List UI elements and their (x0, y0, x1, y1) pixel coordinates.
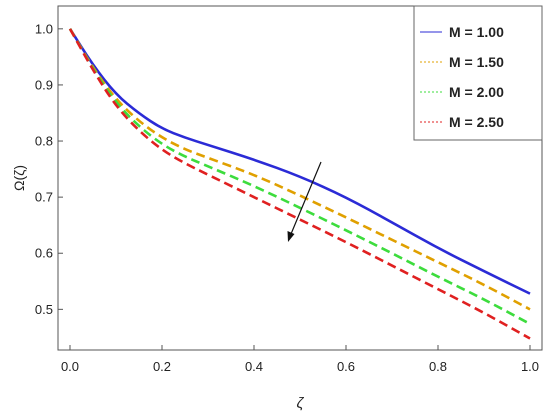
series-layer (68, 28, 531, 340)
plot-frame (57, 5, 543, 351)
legend-box (413, 5, 543, 141)
x-tick-label: 0.0 (61, 359, 79, 374)
series-line-3 (68, 28, 531, 326)
trend-arrow (287, 161, 322, 242)
legend-label-1: M = 1.00 (449, 24, 504, 40)
tick-layer: 0.0 0.2 0.4 0.6 0.8 1.0 0.5 0.6 0.7 0.8 0.9 1.0 (35, 21, 539, 374)
x-tick-label: 0.4 (245, 359, 263, 374)
x-tick-label: 0.2 (153, 359, 171, 374)
legend-label-4: M = 2.50 (449, 114, 504, 130)
x-tick-label: 0.6 (337, 359, 355, 374)
y-axis-label: Ω(ζ) (11, 165, 27, 191)
y-tick-label: 0.7 (35, 190, 53, 205)
y-tick-label: 1.0 (35, 21, 53, 36)
y-tick-label: 0.9 (35, 77, 53, 92)
x-tick-label: 0.8 (429, 359, 447, 374)
legend-label-3: M = 2.00 (449, 84, 504, 100)
trend-arrow-head (287, 231, 295, 242)
y-tick-label: 0.6 (35, 246, 53, 261)
trend-arrow-shaft (290, 161, 322, 235)
legend-label-2: M = 1.50 (449, 54, 504, 70)
series-line-2 (68, 28, 531, 311)
series-line-4 (68, 28, 531, 340)
series-line-1 (68, 28, 531, 295)
y-tick-label: 0.5 (35, 302, 53, 317)
x-axis-label: ζ (297, 395, 305, 412)
legend: M = 1.00 M = 1.50 M = 2.00 M = 2.50 (413, 5, 543, 141)
y-tick-label: 0.8 (35, 134, 53, 149)
x-tick-label: 1.0 (521, 359, 539, 374)
